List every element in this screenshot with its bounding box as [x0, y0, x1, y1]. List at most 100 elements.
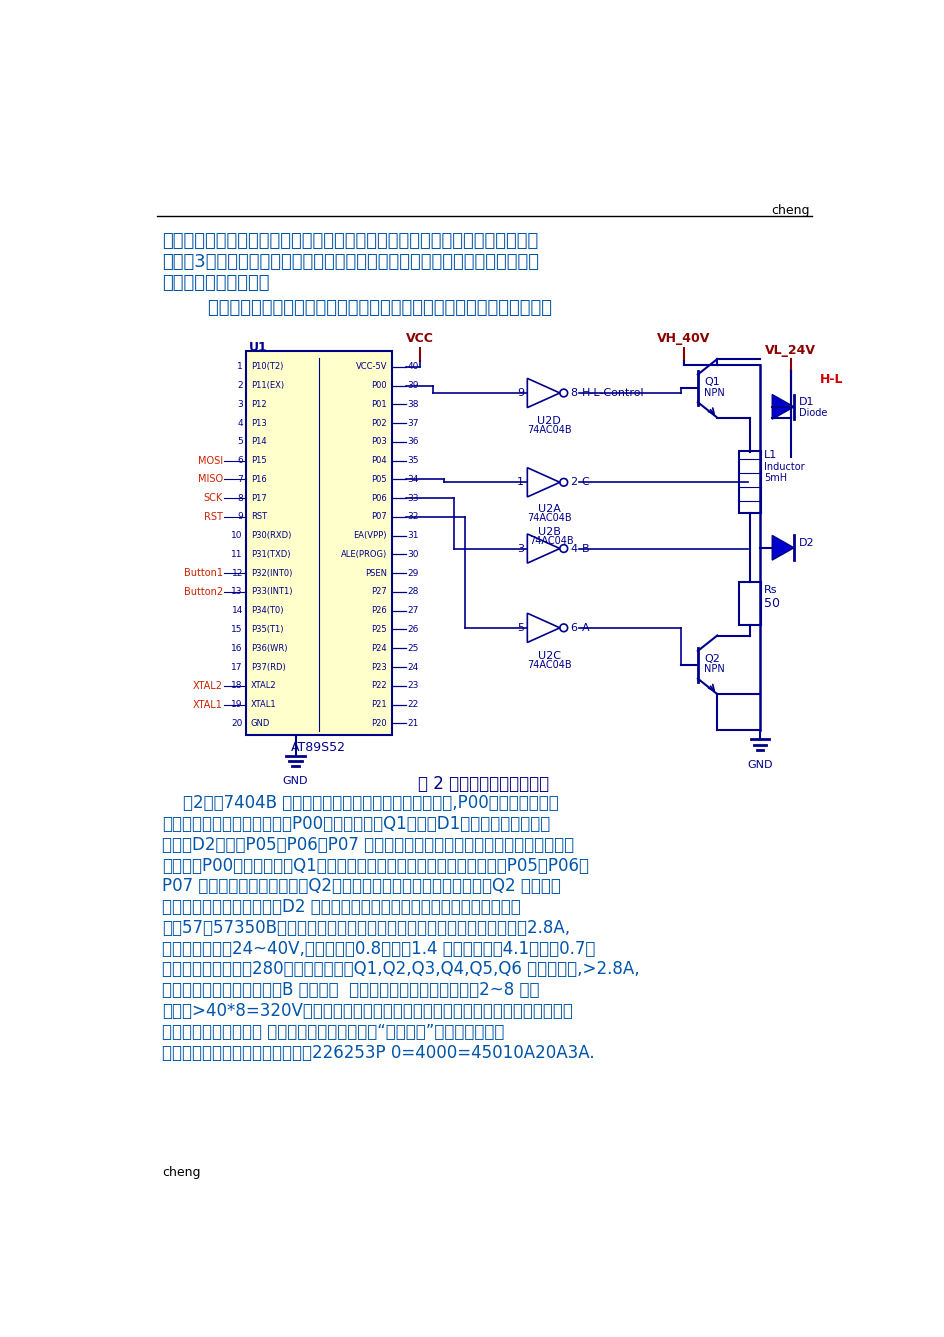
- Text: 23: 23: [407, 682, 418, 690]
- Text: 作用，D2截止，P05，P06，P07 输出高频脉冲，使得高电压源作用，使得电流响: 作用，D2截止，P05，P06，P07 输出高频脉冲，使得高电压源作用，使得电流…: [162, 836, 574, 854]
- Text: 13: 13: [231, 587, 243, 596]
- Text: P21: P21: [371, 701, 387, 709]
- Text: D1: D1: [798, 397, 813, 408]
- Text: 74AC04B: 74AC04B: [526, 513, 571, 523]
- Text: 9: 9: [516, 388, 524, 398]
- Text: MOSI: MOSI: [197, 456, 223, 465]
- Text: C: C: [581, 477, 589, 487]
- Text: P10(T2): P10(T2): [250, 362, 282, 372]
- Text: H-L: H-L: [818, 373, 842, 385]
- Text: cheng: cheng: [162, 1166, 200, 1179]
- Text: 5mH: 5mH: [763, 473, 786, 483]
- Text: 39: 39: [407, 381, 418, 390]
- Text: 34: 34: [407, 475, 418, 484]
- Text: XTAL2: XTAL2: [193, 681, 223, 691]
- Text: 9: 9: [237, 512, 243, 521]
- Text: P34(T0): P34(T0): [250, 606, 283, 615]
- Text: VCC: VCC: [406, 332, 434, 345]
- Text: P15: P15: [250, 456, 266, 465]
- Text: P07 输出低频脉冲，经三极管Q2，在线圈上产生低电压的脉冲电源。Q2 截止时，: P07 输出低频脉冲，经三极管Q2，在线圈上产生低电压的脉冲电源。Q2 截止时，: [162, 877, 561, 896]
- Text: P35(T1): P35(T1): [250, 624, 283, 634]
- Text: A: A: [581, 623, 588, 632]
- Text: 30: 30: [407, 550, 418, 559]
- Text: SCK: SCK: [203, 493, 223, 503]
- Text: VH_40V: VH_40V: [656, 332, 710, 345]
- Text: P12: P12: [250, 400, 266, 409]
- Text: P04: P04: [371, 456, 387, 465]
- Text: 20: 20: [231, 719, 243, 727]
- Text: P02: P02: [371, 418, 387, 428]
- Text: Button2: Button2: [183, 587, 223, 596]
- Text: 4: 4: [237, 418, 243, 428]
- Text: 26: 26: [407, 624, 418, 634]
- Text: 前两者的指标越大，则 也越大，一般来讲，本着“大能代小”的原则来选择。: 前两者的指标越大，则 也越大，一般来讲，本着“大能代小”的原则来选择。: [162, 1023, 504, 1040]
- Text: MISO: MISO: [197, 475, 223, 484]
- Text: NPN: NPN: [703, 664, 724, 674]
- Text: 14: 14: [231, 606, 243, 615]
- Text: 6: 6: [569, 623, 577, 632]
- Text: Rs: Rs: [763, 586, 776, 595]
- Text: P26: P26: [371, 606, 387, 615]
- Text: U2D: U2D: [536, 416, 561, 427]
- Text: P00: P00: [371, 381, 387, 390]
- Text: 1: 1: [237, 362, 243, 372]
- Text: 29: 29: [407, 568, 418, 578]
- Text: VCC-5V: VCC-5V: [355, 362, 387, 372]
- Text: B: B: [581, 544, 588, 554]
- Text: 15: 15: [231, 624, 243, 634]
- Text: 35: 35: [407, 456, 418, 465]
- Text: 38: 38: [407, 400, 418, 409]
- Text: 8: 8: [569, 388, 577, 398]
- Text: 相同。在高频段通过转换电源电压提高电流响应速度，但仍需要在绕组回路中串: 相同。在高频段通过转换电源电压提高电流响应速度，但仍需要在绕组回路中串: [162, 233, 538, 250]
- Text: 因线圈电感电流不可突变，D2 起续流的作用，使能量消耗在电阻上。电机选用: 因线圈电感电流不可突变，D2 起续流的作用，使能量消耗在电阻上。电机选用: [162, 898, 520, 916]
- Text: P07: P07: [371, 512, 387, 521]
- Text: P30(RXD): P30(RXD): [250, 531, 291, 540]
- Text: 低频脉冲时的控制选择信号，P00为低电平时，Q1导通，D1截止，低电压源不起: 低频脉冲时的控制选择信号，P00为低电平时，Q1导通，D1截止，低电压源不起: [162, 816, 550, 833]
- Text: XTAL2: XTAL2: [250, 682, 276, 690]
- Text: P25: P25: [371, 624, 387, 634]
- Text: VL_24V: VL_24V: [765, 344, 816, 357]
- Text: P24: P24: [371, 643, 387, 652]
- Text: 7: 7: [237, 475, 243, 484]
- Text: 36: 36: [407, 437, 418, 447]
- Text: 12: 12: [231, 568, 243, 578]
- Text: Diode: Diode: [798, 408, 826, 418]
- Text: 5: 5: [516, 623, 524, 632]
- Text: P32(INT0): P32(INT0): [250, 568, 292, 578]
- Text: 联电阻3。并没有摆脱单电压驱动的弱点。另外，将频率划分为高、低两段，使: 联电阻3。并没有摆脱单电压驱动的弱点。另外，将频率划分为高、低两段，使: [162, 253, 539, 271]
- Bar: [245, 352, 391, 735]
- Text: GND: GND: [282, 775, 308, 786]
- Text: 28: 28: [407, 587, 418, 596]
- Text: 74AC04B: 74AC04B: [529, 536, 573, 547]
- Text: P06: P06: [371, 493, 387, 503]
- Text: 图 2 相与单片机的连接图。: 图 2 相与单片机的连接图。: [418, 775, 548, 793]
- Text: P23: P23: [371, 663, 387, 671]
- Text: P13: P13: [250, 418, 266, 428]
- Text: 18: 18: [231, 682, 243, 690]
- Text: 5: 5: [237, 437, 243, 447]
- Text: XTAL1: XTAL1: [193, 699, 223, 710]
- Text: 19: 19: [231, 701, 243, 709]
- Text: AT89S52: AT89S52: [291, 741, 346, 754]
- Text: 74AC04B: 74AC04B: [526, 660, 571, 670]
- Text: 3: 3: [237, 400, 243, 409]
- Text: 50: 50: [763, 598, 779, 611]
- Text: P33(INT1): P33(INT1): [250, 587, 292, 596]
- Text: P22: P22: [371, 682, 387, 690]
- Text: 最大空载启动转速：280因此功率开关管Q1,Q2,Q3,Q4,Q5,Q6 正常工作时,>2.8A,: 最大空载启动转速：280因此功率开关管Q1,Q2,Q3,Q4,Q5,Q6 正常工…: [162, 960, 639, 979]
- Text: 27: 27: [407, 606, 418, 615]
- Text: 4: 4: [569, 544, 577, 554]
- Text: L1: L1: [763, 451, 776, 460]
- Text: Q2: Q2: [703, 654, 719, 663]
- Text: 8: 8: [237, 493, 243, 503]
- Text: PSEN: PSEN: [364, 568, 387, 578]
- Text: 22: 22: [407, 701, 418, 709]
- Polygon shape: [771, 394, 793, 420]
- Text: XTAL1: XTAL1: [250, 701, 276, 709]
- Text: 图2中的7404B 反相器用来给功率三极管提供驱动信号,P00用来输出高频和: 图2中的7404B 反相器用来给功率三极管提供驱动信号,P00用来输出高频和: [162, 794, 559, 812]
- Text: D2: D2: [798, 537, 814, 548]
- Text: P37(RD): P37(RD): [250, 663, 285, 671]
- Text: 21: 21: [407, 719, 418, 727]
- Text: U2B: U2B: [537, 527, 560, 537]
- Text: P11(EX): P11(EX): [250, 381, 283, 390]
